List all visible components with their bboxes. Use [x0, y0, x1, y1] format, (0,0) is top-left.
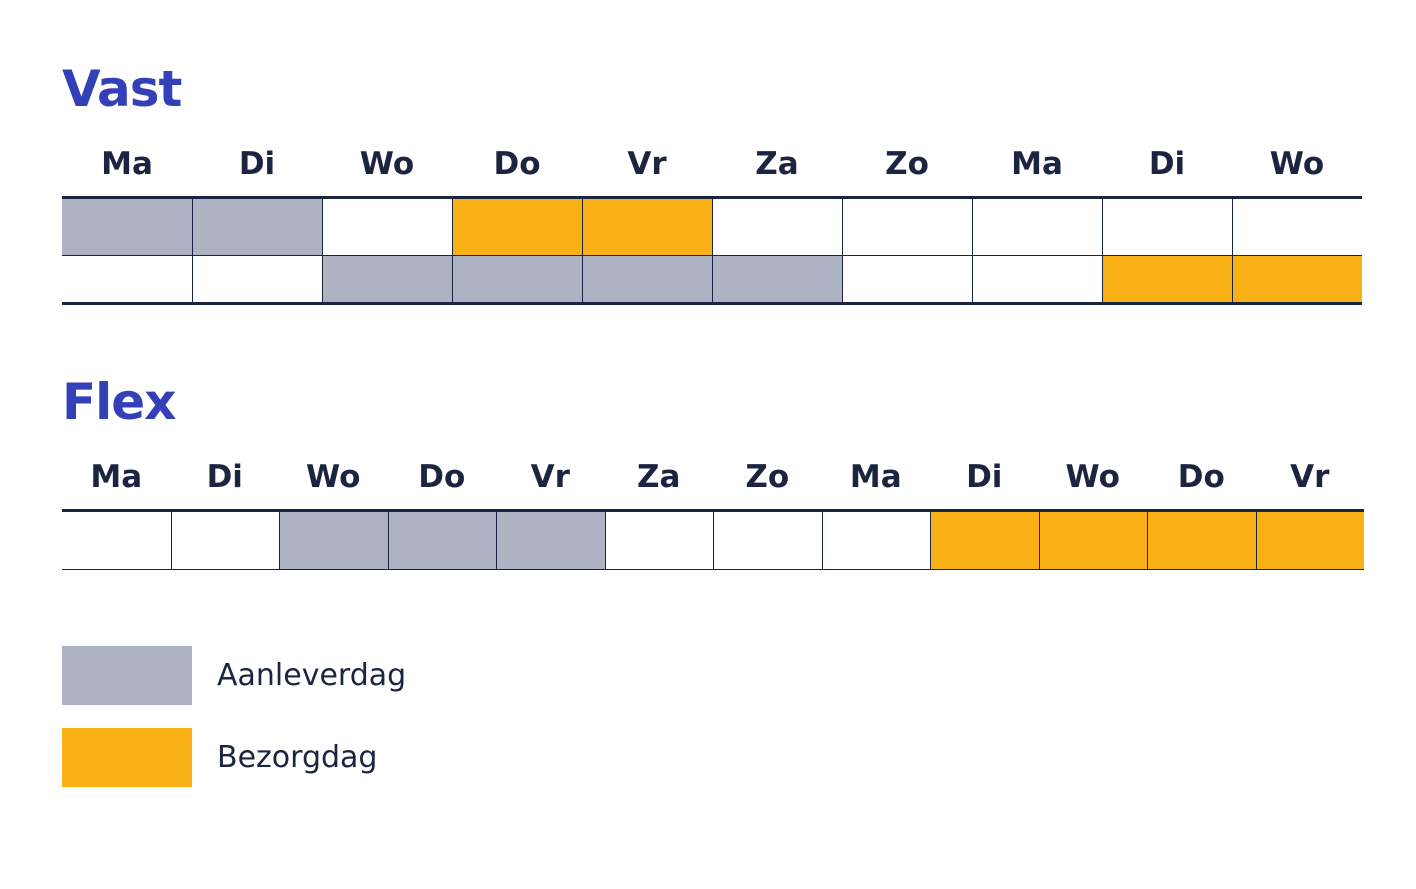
- flex-day-header: Ma Di Wo Do Vr Za Zo Ma Di Wo Do Vr: [62, 462, 1364, 493]
- flex-schedule-grid: [62, 509, 1364, 571]
- vast-day-label: Zo: [885, 146, 929, 182]
- flex-day-label: Wo: [306, 459, 361, 495]
- grid-bottom-border: [62, 569, 1364, 570]
- vast-cell-leeg: [972, 199, 1102, 255]
- legend-label-bezorgdag: Bezorgdag: [217, 739, 378, 775]
- legend-item-bezorgdag: Bezorgdag: [62, 728, 377, 787]
- legend-item-aanleverdag: Aanleverdag: [62, 646, 406, 705]
- vast-day-label: Ma: [101, 146, 153, 182]
- flex-day-label: Di: [966, 459, 1003, 495]
- flex-cell-leeg: [62, 512, 171, 569]
- flex-day-label: Do: [418, 459, 466, 495]
- vast-cell-leeg: [1232, 199, 1362, 255]
- flex-cell-leeg: [170, 512, 279, 569]
- vast-day-label: Vr: [627, 146, 667, 182]
- flex-day-label: Wo: [1065, 459, 1120, 495]
- flex-day-label: Zo: [745, 459, 790, 495]
- flex-cell-bezorg: [1255, 512, 1364, 569]
- vast-cell-aanlever: [452, 256, 582, 302]
- flex-cell-leeg: [713, 512, 822, 569]
- legend-label-aanleverdag: Aanleverdag: [217, 657, 407, 693]
- vast-cell-leeg: [62, 256, 192, 302]
- grid-top-border: [62, 509, 1364, 512]
- vast-cell-leeg: [322, 199, 452, 255]
- flex-day-label: Ma: [849, 459, 902, 495]
- vast-day-label: Za: [755, 146, 799, 182]
- vast-cell-leeg: [192, 256, 322, 302]
- vast-title: Vast: [62, 60, 182, 118]
- vast-cell-bezorg: [452, 199, 582, 255]
- grid-top-border: [62, 196, 1362, 199]
- vast-day-label: Ma: [1011, 146, 1063, 182]
- flex-day-label: Do: [1177, 459, 1225, 495]
- vast-day-label: Di: [1148, 146, 1186, 182]
- vast-cell-leeg: [842, 199, 972, 255]
- flex-title: Flex: [62, 373, 176, 431]
- legend-swatch-bezorgdag: [62, 728, 192, 787]
- vast-day-header: Ma Di Wo Do Vr Za Zo Ma Di Wo: [62, 149, 1362, 180]
- vast-cell-aanlever: [62, 199, 192, 255]
- flex-cell-aanlever: [279, 512, 388, 569]
- vast-cell-leeg: [972, 256, 1102, 302]
- vast-cell-leeg: [842, 256, 972, 302]
- vast-cell-aanlever: [582, 256, 712, 302]
- flex-cell-bezorg: [930, 512, 1039, 569]
- vast-cell-bezorg: [1232, 256, 1362, 302]
- flex-day-label: Vr: [1290, 459, 1330, 495]
- flex-day-label: Za: [637, 459, 681, 495]
- vast-cell-leeg: [1102, 199, 1232, 255]
- flex-day-label: Di: [206, 459, 243, 495]
- vast-cell-aanlever: [712, 256, 842, 302]
- vast-day-label: Do: [493, 146, 541, 182]
- vast-schedule-row: [62, 256, 1362, 302]
- vast-day-label: Wo: [359, 146, 415, 182]
- flex-cell-aanlever: [496, 512, 605, 569]
- vast-cell-leeg: [712, 199, 842, 255]
- vast-cell-aanlever: [322, 256, 452, 302]
- vast-cell-bezorg: [1102, 256, 1232, 302]
- flex-day-label: Vr: [530, 459, 570, 495]
- flex-cell-bezorg: [1147, 512, 1256, 569]
- flex-cell-leeg: [821, 512, 930, 569]
- legend-swatch-aanleverdag: [62, 646, 192, 705]
- flex-cell-aanlever: [387, 512, 496, 569]
- vast-day-label: Di: [238, 146, 276, 182]
- vast-schedule-row: [62, 199, 1362, 255]
- flex-cell-bezorg: [1038, 512, 1147, 569]
- vast-day-label: Wo: [1269, 146, 1325, 182]
- flex-cell-leeg: [604, 512, 713, 569]
- grid-bottom-border: [62, 302, 1362, 305]
- flex-day-label: Ma: [90, 459, 143, 495]
- vast-cell-bezorg: [582, 199, 712, 255]
- flex-schedule-row: [62, 512, 1364, 569]
- grid-row-divider: [62, 255, 1362, 256]
- vast-schedule-grid: [62, 196, 1362, 305]
- vast-cell-aanlever: [192, 199, 322, 255]
